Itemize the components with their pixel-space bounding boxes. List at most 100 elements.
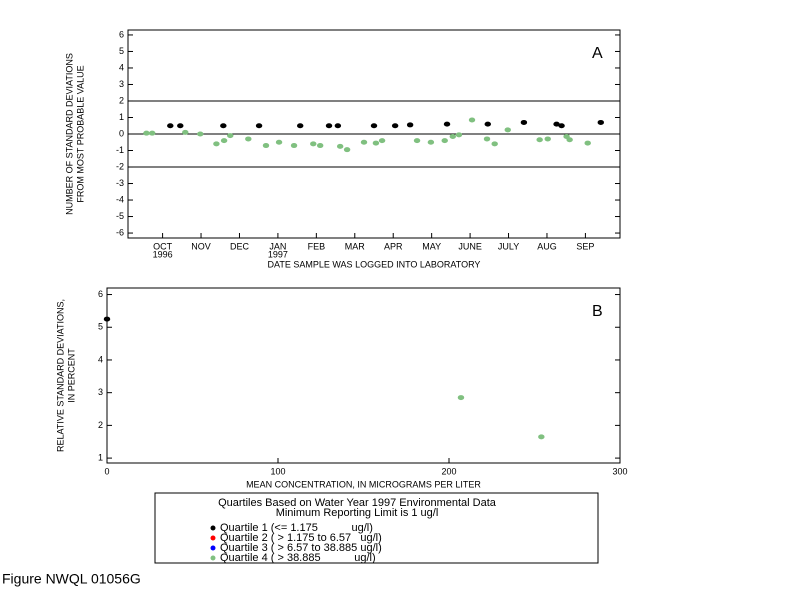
data-point [443, 121, 451, 127]
y-axis-title: NUMBER OF STANDARD DEVIATIONS [64, 53, 74, 215]
x-tick-year: 1997 [268, 249, 288, 259]
legend-label: Quartile 4 ( > 38.885 ug/l) [220, 552, 376, 564]
data-point [255, 123, 263, 129]
data-point [360, 139, 368, 145]
x-tick-label: 300 [612, 466, 627, 476]
legend-title: Quartiles Based on Water Year 1997 Envir… [218, 497, 497, 509]
data-point [406, 122, 414, 128]
data-point [372, 140, 380, 146]
data-point [538, 434, 545, 440]
legend-label: Quartile 3 ( > 6.57 to 38.885 ug/l) [220, 542, 382, 554]
data-point [544, 136, 551, 142]
y-tick-label: -5 [116, 211, 124, 221]
data-point [520, 119, 528, 125]
x-tick-label: FEB [308, 241, 326, 251]
y-tick-label: -1 [116, 145, 124, 155]
data-point [220, 123, 227, 129]
y-tick-label: 2 [119, 95, 124, 105]
y-tick-label: 4 [119, 62, 124, 72]
legend-marker [210, 535, 216, 541]
x-tick-label: AUG [537, 241, 557, 251]
data-point [455, 132, 463, 138]
data-point [149, 130, 156, 136]
x-tick-label: 200 [441, 466, 456, 476]
data-point [316, 143, 324, 149]
data-point [553, 121, 560, 127]
x-tick-label: JUNE [458, 241, 482, 251]
y-tick-label: 2 [98, 420, 103, 430]
data-point [484, 121, 491, 127]
legend-marker [210, 545, 216, 551]
y-tick-label: -4 [116, 194, 124, 204]
x-tick-label: DEC [230, 241, 250, 251]
data-point [334, 123, 342, 129]
data-point [167, 123, 174, 129]
x-tick-label: MAY [422, 241, 441, 251]
data-point [427, 139, 435, 145]
x-tick-label: JAN [269, 241, 286, 251]
data-point [262, 143, 270, 149]
x-axis-title: MEAN CONCENTRATION, IN MICROGRAMS PER LI… [246, 479, 481, 489]
data-point [597, 119, 604, 125]
panel-letter: B [592, 303, 603, 320]
data-point [143, 130, 150, 136]
data-point [491, 141, 498, 147]
y-tick-label: -6 [116, 227, 124, 237]
y-tick-label: 6 [119, 29, 124, 39]
data-point [290, 143, 298, 149]
y-tick-label: 5 [119, 46, 124, 56]
legend-marker [210, 525, 216, 531]
y-axis-title: FROM MOST PROBABLE VALUE [75, 65, 85, 202]
data-point [558, 123, 565, 129]
data-point [275, 139, 283, 145]
data-point [103, 316, 111, 322]
y-tick-label: 6 [98, 289, 103, 299]
x-tick-label: JULY [498, 241, 519, 251]
x-tick-label: APR [384, 241, 403, 251]
x-tick-label: OCT [153, 241, 173, 251]
data-point [325, 123, 333, 129]
x-axis-title: DATE SAMPLE WAS LOGGED INTO LABORATORY [268, 259, 481, 269]
data-point [182, 129, 189, 135]
x-tick-year: 1996 [153, 249, 173, 259]
y-tick-label: 5 [98, 322, 103, 332]
data-point [391, 123, 399, 129]
y-tick-label: 3 [98, 387, 103, 397]
data-point [584, 140, 591, 146]
data-point [177, 123, 184, 129]
y-tick-label: 4 [98, 354, 103, 364]
legend-title: Minimum Reporting Limit is 1 ug/l [276, 507, 439, 519]
y-tick-label: 1 [98, 452, 103, 462]
data-point [245, 136, 252, 142]
y-axis-title: IN PERCENT [66, 348, 76, 403]
data-point [441, 138, 448, 144]
y-axis-title: RELATIVE STANDARD DEVIATIONS, [55, 299, 65, 452]
data-point [457, 395, 465, 401]
data-point [297, 123, 304, 129]
data-point [310, 141, 317, 147]
legend-label: Quartile 1 (<= 1.175 ug/l) [220, 522, 373, 534]
y-tick-label: 3 [119, 79, 124, 89]
plot-frame [106, 287, 621, 464]
panel-letter: A [592, 45, 603, 62]
legend-label: Quartile 2 ( > 1.175 to 6.57 ug/l) [220, 532, 382, 544]
data-point [227, 133, 234, 139]
x-tick-label: SEP [576, 241, 594, 251]
data-point [483, 136, 491, 142]
y-tick-label: 0 [119, 128, 124, 138]
data-point [413, 138, 421, 144]
data-point [468, 117, 476, 123]
data-point [336, 143, 344, 149]
x-tick-label: 100 [270, 466, 285, 476]
data-point [449, 133, 456, 139]
data-point [378, 138, 386, 144]
data-point [566, 137, 573, 143]
data-point [197, 131, 204, 137]
data-point [220, 138, 228, 144]
data-point [370, 123, 378, 129]
x-tick-label: NOV [191, 241, 211, 251]
x-tick-label: MAR [345, 241, 366, 251]
data-point [504, 127, 511, 133]
data-point [213, 141, 220, 147]
